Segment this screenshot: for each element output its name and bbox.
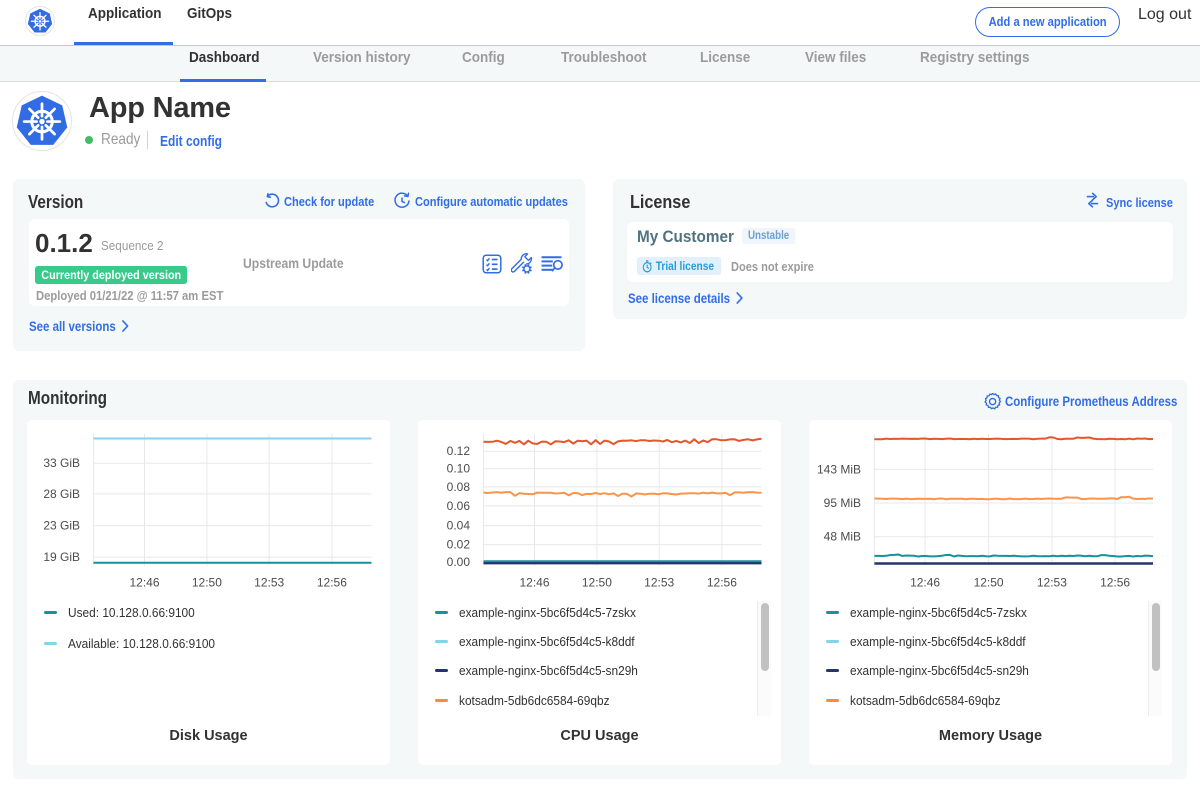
svg-text:12:46: 12:46	[910, 576, 940, 590]
svg-text:0.00: 0.00	[447, 555, 471, 569]
svg-text:0.06: 0.06	[447, 499, 471, 513]
svg-text:12:46: 12:46	[129, 576, 159, 590]
svg-text:0.08: 0.08	[447, 480, 471, 494]
svg-text:23 GiB: 23 GiB	[43, 519, 80, 533]
svg-text:12:56: 12:56	[707, 576, 737, 590]
svg-text:0.12: 0.12	[447, 444, 471, 458]
svg-text:12:50: 12:50	[192, 576, 222, 590]
svg-text:95 MiB: 95 MiB	[824, 496, 861, 510]
svg-text:12:50: 12:50	[582, 576, 612, 590]
svg-text:0.04: 0.04	[447, 519, 471, 533]
svg-text:12:50: 12:50	[974, 576, 1004, 590]
svg-text:48 MiB: 48 MiB	[824, 530, 861, 544]
svg-text:12:53: 12:53	[254, 576, 284, 590]
svg-text:0.10: 0.10	[447, 462, 471, 476]
svg-text:0.02: 0.02	[447, 538, 471, 552]
svg-text:12:56: 12:56	[317, 576, 347, 590]
svg-text:28 GiB: 28 GiB	[43, 487, 80, 501]
svg-text:19 GiB: 19 GiB	[43, 550, 80, 564]
svg-text:12:53: 12:53	[1037, 576, 1067, 590]
svg-text:33 GiB: 33 GiB	[43, 456, 80, 470]
svg-text:12:56: 12:56	[1100, 576, 1130, 590]
svg-text:12:53: 12:53	[644, 576, 674, 590]
svg-text:12:46: 12:46	[519, 576, 549, 590]
svg-text:143 MiB: 143 MiB	[817, 462, 861, 476]
